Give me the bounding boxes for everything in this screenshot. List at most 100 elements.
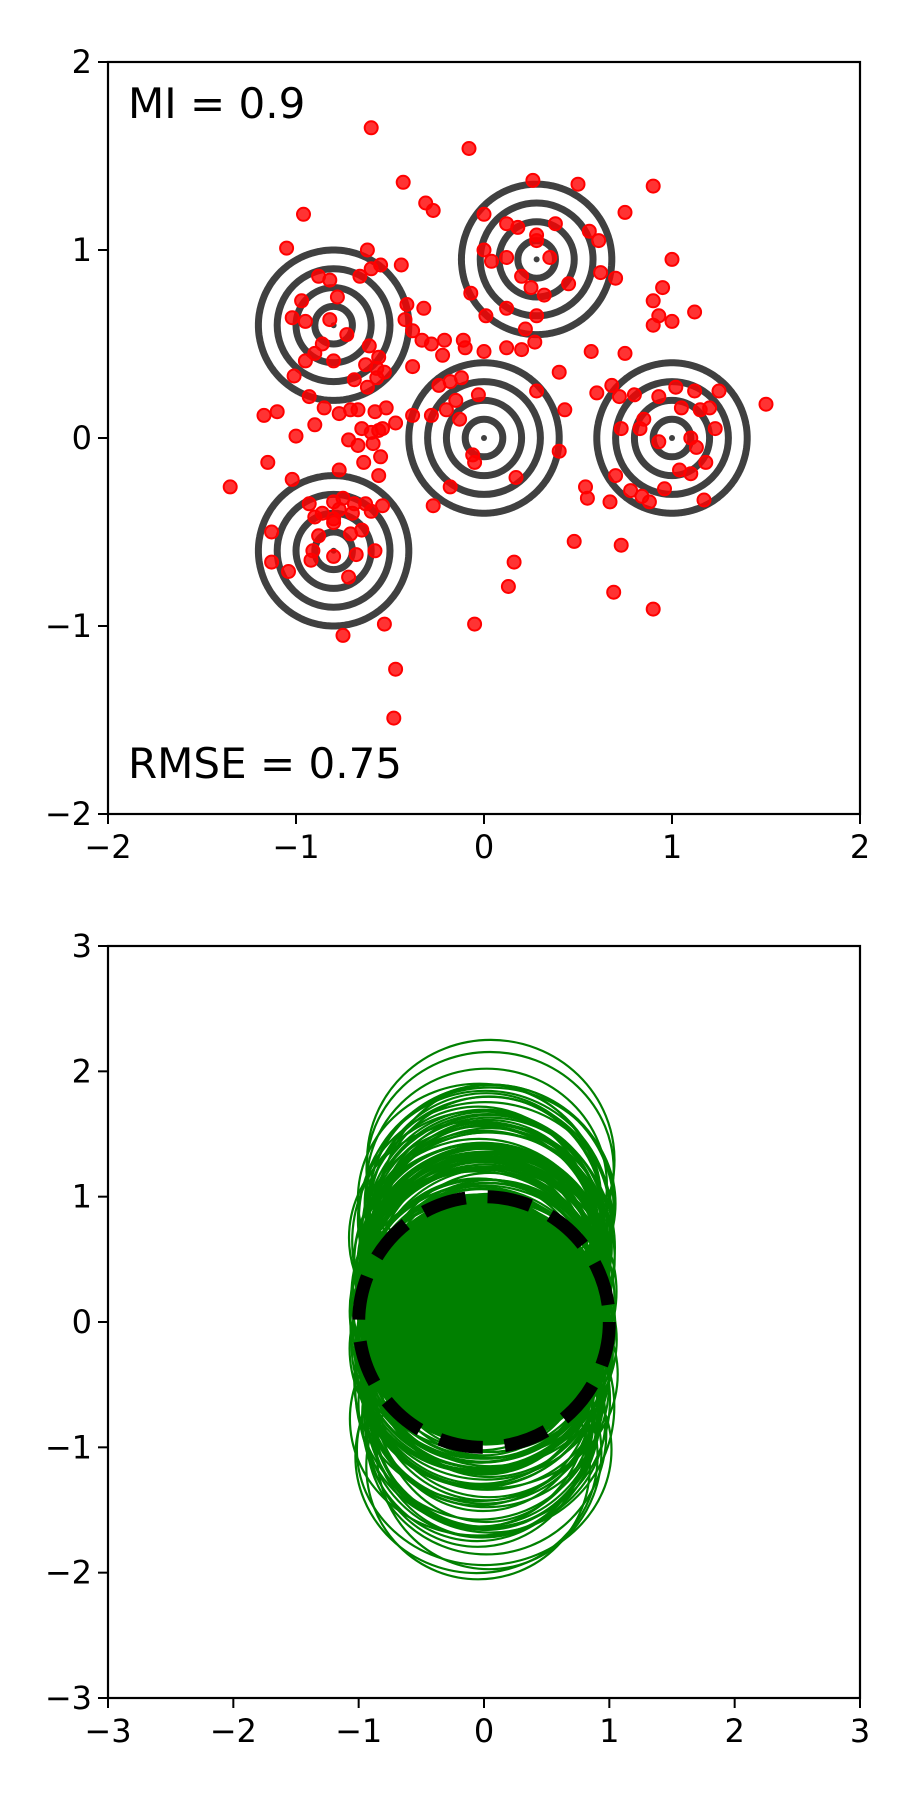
scatter-point <box>341 569 357 585</box>
scatter-point <box>557 402 573 418</box>
scatter-point <box>286 368 302 384</box>
scatter-point <box>388 661 404 677</box>
scatter-point <box>687 304 703 320</box>
scatter-point <box>329 289 345 305</box>
scatter-point <box>367 543 383 559</box>
scatter-point <box>369 370 385 386</box>
scatter-point <box>352 268 368 284</box>
scatter-point <box>617 204 633 220</box>
scatter-point <box>698 454 714 470</box>
scatter-point <box>363 120 379 136</box>
scatter-point <box>606 584 622 600</box>
contour-outer <box>254 472 413 630</box>
scatter-point <box>399 297 415 312</box>
scatter-point <box>373 257 389 273</box>
scatter-point <box>688 439 704 455</box>
scatter-point <box>373 449 389 465</box>
scatter-point <box>608 468 624 484</box>
rmse-annotation: RMSE = 0.75 <box>128 739 402 788</box>
scatter-point <box>657 481 672 497</box>
scatter-point <box>316 400 332 416</box>
contour-ring <box>495 218 578 301</box>
scatter-point <box>452 411 468 427</box>
scatter-point <box>711 383 727 399</box>
scatter-point <box>611 389 627 405</box>
bottom-ytick-label: −2 <box>45 1554 92 1592</box>
scatter-point <box>405 359 421 375</box>
contour-outer <box>457 180 616 339</box>
contour-ring <box>461 415 507 461</box>
scatter-point <box>376 616 392 632</box>
scatter-point <box>354 522 370 538</box>
scatter-point <box>284 471 300 487</box>
scatter-point <box>344 505 360 521</box>
scatter-point <box>284 310 300 326</box>
scatter-point <box>478 308 494 324</box>
scatter-point <box>260 454 276 470</box>
contour-ring <box>424 378 544 498</box>
scatter-point <box>613 537 629 553</box>
scatter-point <box>593 265 609 281</box>
scatter-point <box>375 498 390 514</box>
scatter-point <box>326 511 342 527</box>
scatter-point <box>514 268 530 284</box>
scatter-point <box>448 392 464 408</box>
scatter-point <box>423 336 439 352</box>
top-ytick-label: −1 <box>45 607 92 645</box>
scatter-point <box>322 312 338 328</box>
scatter-point <box>331 406 347 422</box>
scatter-point <box>365 436 381 452</box>
top-xtick-label: −2 <box>84 828 131 866</box>
bottom-xtick-label: −1 <box>335 1712 382 1750</box>
bottom-xtick-label: 0 <box>474 1712 494 1750</box>
top-ytick-label: 0 <box>72 419 92 457</box>
scatter-point <box>547 216 563 232</box>
scatter-point <box>307 417 323 433</box>
scatter-point <box>673 400 689 416</box>
scatter-point <box>467 616 483 632</box>
scatter-point <box>437 332 452 348</box>
scatter-point <box>696 492 712 508</box>
scatter-point <box>264 554 280 570</box>
scatter-point <box>499 300 515 316</box>
scatter-point <box>645 601 661 617</box>
scatter-point <box>442 479 458 495</box>
scatter-point <box>416 300 432 316</box>
scatter-point <box>527 334 543 350</box>
scatter-point <box>499 340 515 356</box>
scatter-point <box>604 377 620 393</box>
scatter-point <box>296 206 311 222</box>
scatter-point <box>476 344 492 359</box>
scatter-point <box>303 552 319 568</box>
scatter-point <box>651 389 667 405</box>
scatter-point <box>335 627 351 643</box>
scatter-point <box>371 468 387 484</box>
scatter-point <box>356 454 372 470</box>
scatter-point <box>517 321 533 337</box>
scatter-point <box>301 389 317 405</box>
bottom-xtick-label: 1 <box>599 1712 619 1750</box>
scatter-point <box>645 178 661 194</box>
scatter-point <box>359 379 375 395</box>
scatter-point <box>591 233 607 249</box>
scatter-point <box>423 407 439 423</box>
scatter-point <box>632 421 648 437</box>
scatter-point <box>566 533 582 549</box>
scatter-point <box>405 323 421 339</box>
scatter-point <box>425 203 441 218</box>
scatter-point <box>613 421 629 437</box>
bottom-ytick-label: −1 <box>45 1428 92 1466</box>
top-xtick-label: 0 <box>474 828 494 866</box>
bottom-axes-ticks: −3 −2 −1 0 1 2 3 −3 −2 −1 0 1 2 3 <box>45 927 870 1750</box>
scatter-point <box>608 270 624 286</box>
bottom-ytick-label: −3 <box>45 1679 92 1717</box>
scatter-point <box>322 272 338 288</box>
scatter-point <box>326 548 342 564</box>
contour-ring <box>273 265 394 386</box>
scatter-point <box>581 223 597 239</box>
reference-circle <box>352 1190 616 1454</box>
contour-outer <box>405 359 563 517</box>
top-ytick-label: 2 <box>72 43 92 81</box>
top-axes-ticks: −2 −1 0 1 2 −2 −1 0 1 2 <box>45 43 870 866</box>
scatter-point <box>405 407 421 423</box>
